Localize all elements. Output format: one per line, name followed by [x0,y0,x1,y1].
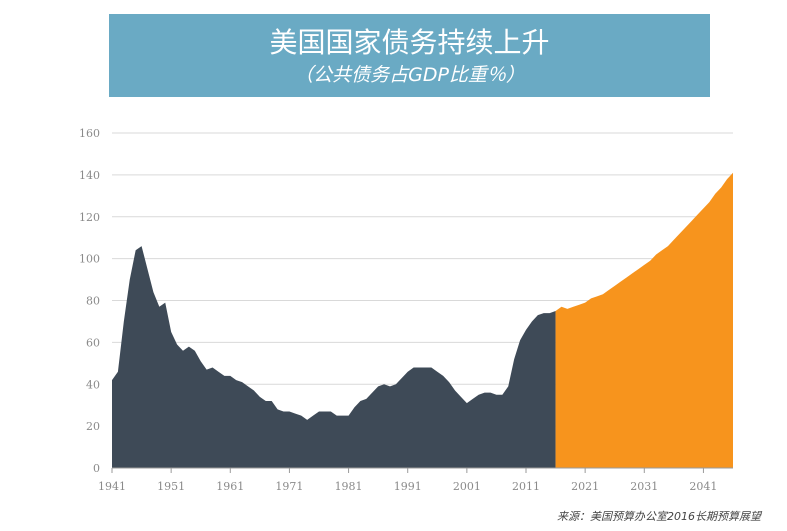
x-tick-label: 1961 [216,480,244,493]
x-tick-label: 2041 [689,480,717,493]
x-tick-label: 1951 [157,480,185,493]
x-tick-label: 1981 [335,480,363,493]
y-tick-label: 120 [79,211,100,224]
y-tick-label: 160 [79,127,100,140]
y-tick-label: 80 [86,295,100,308]
chart-subtitle: （公共债务占GDP比重％） [294,64,525,86]
x-tick-label: 2001 [453,480,481,493]
x-tick-label: 2021 [571,480,599,493]
x-tick-label: 2031 [630,480,658,493]
data-areas [112,172,733,468]
title-banner: 美国国家债务持续上升 （公共债务占GDP比重％） [109,14,710,97]
y-tick-label: 60 [86,336,100,349]
x-tick-label: 1971 [275,480,303,493]
x-axis-ticks: 1941 1951 1961 1971 1981 1991 2001 2011 2021 2031… [98,480,717,493]
projected-debt-area [555,172,733,468]
axes [111,467,733,473]
x-tick-label: 2011 [512,480,540,493]
historical-debt-area [112,246,556,468]
y-tick-label: 40 [86,378,100,391]
y-tick-label: 0 [93,462,100,475]
y-axis-ticks: 0 20 40 60 80 100 120 140 160 [79,127,100,475]
y-tick-label: 140 [79,169,100,182]
y-tick-label: 20 [86,420,100,433]
source-note: 来源：美国预算办公室2016长期预算展望 [557,510,761,523]
x-tick-label: 1991 [394,480,422,493]
chart-title: 美国国家债务持续上升 [269,26,550,59]
x-tick-label: 1941 [98,480,126,493]
y-tick-label: 100 [79,253,100,266]
